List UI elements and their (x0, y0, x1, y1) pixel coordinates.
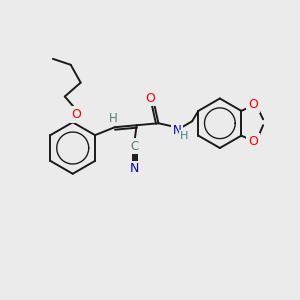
Text: O: O (248, 135, 258, 148)
Text: H: H (109, 112, 117, 125)
Text: H: H (180, 131, 188, 141)
Text: C: C (130, 140, 139, 152)
Text: O: O (72, 108, 82, 121)
Text: O: O (248, 98, 258, 111)
Text: N: N (130, 162, 139, 175)
Text: O: O (146, 92, 155, 105)
Text: N: N (173, 124, 182, 137)
